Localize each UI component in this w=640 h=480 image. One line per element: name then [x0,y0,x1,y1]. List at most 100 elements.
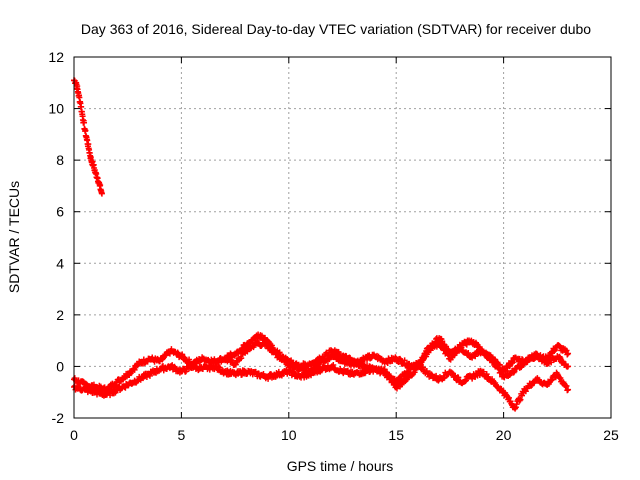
data-point [390,378,397,385]
x-tick-label: 5 [178,427,186,443]
data-point [131,366,138,373]
data-point [392,354,399,361]
data-point [393,385,400,392]
data-point [463,377,470,384]
data-point [265,375,272,382]
x-axis-label: GPS time / hours [287,458,394,474]
data-point [488,356,495,363]
y-tick-label: 2 [56,307,64,323]
data-point [208,361,215,368]
data-point [232,361,239,368]
y-tick-label: 6 [56,204,64,220]
data-point [401,357,408,364]
data-point [364,356,371,363]
data-point [441,374,448,381]
x-tick-label: 0 [70,427,78,443]
data-point [516,397,523,404]
data-point [244,348,251,355]
data-point [455,347,462,354]
y-axis-label: SDTVAR / TECUs [6,181,22,293]
data-point [330,361,337,368]
data-point [557,375,564,382]
data-point [509,359,516,366]
data-point [98,189,105,196]
data-point [540,355,547,362]
data-point [557,355,564,362]
chart-title: Day 363 of 2016, Sidereal Day-to-day VTE… [81,21,591,37]
data-point [564,351,571,358]
data-point [81,119,88,126]
y-tick-label: 8 [56,152,64,168]
series-4 [221,331,572,392]
data-point [335,349,342,356]
data-point [433,372,440,379]
data-point [505,394,512,401]
data-point [428,371,435,378]
data-point [483,371,490,378]
plot-frame [73,56,612,419]
y-tick-label: 0 [56,358,64,374]
data-point [325,352,332,359]
data-point [134,362,141,369]
data-point [381,366,388,373]
data-point [495,365,502,372]
axis-ticks: 0 5 10 15 20 25 -2 0 2 4 6 8 10 12 [48,49,619,443]
data-point [146,372,153,379]
data-point [480,368,487,375]
data-point [238,355,245,362]
data-point [564,387,571,394]
data-point [262,334,269,341]
data-point [517,396,524,403]
data-point [476,344,483,351]
data-point [383,369,390,376]
data-point [143,374,150,381]
data-point [458,344,465,351]
data-point [387,375,394,382]
data-point [498,368,505,375]
data-point [420,364,427,371]
data-point [472,353,479,360]
data-point [482,349,489,356]
data-point [216,364,223,371]
data-point [524,358,531,365]
data-point [455,374,462,381]
data-point [82,127,89,134]
data-point [90,381,97,388]
data-point [563,383,570,390]
x-tick-label: 10 [281,427,297,443]
data-point [174,349,181,356]
data-point [439,338,446,345]
data-point [559,358,566,365]
data-point [423,367,430,374]
data-point [417,361,424,368]
data-point [564,363,571,370]
data-points [71,77,572,412]
data-point [509,360,516,367]
data-point [563,347,570,354]
y-tick-label: 12 [48,49,64,65]
data-point [183,368,190,375]
y-tick-label: 4 [56,255,64,271]
data-point [548,359,555,366]
data-point [462,378,469,385]
data-point [465,350,472,357]
x-tick-label: 25 [603,427,619,443]
data-point [112,382,119,389]
data-point [435,339,442,346]
y-tick-label: 10 [48,101,64,117]
data-point [519,356,526,363]
x-tick-label: 20 [496,427,512,443]
data-point [290,368,297,375]
data-point [510,369,517,376]
data-point [512,404,519,411]
data-point [551,348,558,355]
data-point [77,98,84,105]
data-point [513,401,520,408]
y-tick-label: -2 [52,410,65,426]
data-point [79,111,86,118]
data-point [157,366,164,373]
series-1 [71,77,105,197]
x-tick-label: 15 [388,427,404,443]
series-3 [71,359,572,412]
